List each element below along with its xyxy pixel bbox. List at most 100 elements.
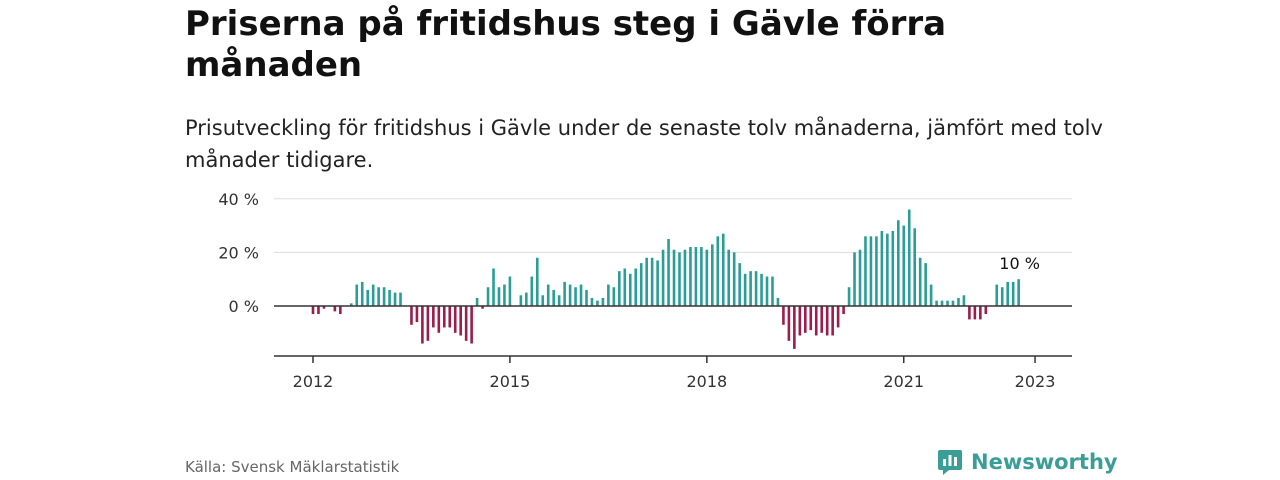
bar [508,276,512,306]
bar [754,271,758,306]
bar [683,249,687,306]
bar [388,289,391,306]
bar [984,306,988,315]
bar [929,284,933,306]
bar [382,287,386,306]
bar [979,306,982,320]
bar [497,287,501,306]
newsworthy-logo-icon [938,450,962,475]
y-tick-label: 0 % [229,297,259,316]
bar [661,249,665,306]
tick-labels: 0 % 20 % 40 % 2012 2015 2018 2021 2023 10 % [218,190,1055,391]
bar [902,225,906,306]
bar [442,306,446,328]
bar [842,306,845,315]
bar [481,306,484,309]
bar [891,230,895,306]
bar [486,287,490,306]
bar [995,284,999,306]
bar [426,306,430,341]
x-tick-label: 2012 [293,372,334,391]
bar [765,276,769,306]
bar [935,300,938,306]
bar [924,263,927,306]
bar [700,247,703,306]
bar [727,249,731,306]
bar [519,295,523,306]
gridlines [274,198,1072,253]
source-note: Källa: Svensk Mäklarstatistik [185,458,400,476]
bar [590,297,594,306]
bar [360,281,364,306]
bar [913,228,916,306]
bar [804,306,807,333]
bar [907,209,911,306]
bar [470,306,473,344]
bar [317,306,320,315]
brand-logo[interactable]: Newsworthy [937,448,1118,476]
bar [623,268,627,306]
bar [667,239,670,306]
bar [918,257,922,306]
bar [552,289,555,306]
bar [1011,281,1015,306]
bar [459,306,462,336]
bar [607,284,610,306]
bar [366,289,369,306]
y-tick-label: 20 % [218,243,259,262]
bar [721,233,725,306]
bar [579,284,583,306]
bar [650,257,654,306]
bar [968,306,971,320]
bar [957,297,960,306]
bar [798,306,802,336]
bar [864,236,867,306]
y-tick-label: 40 % [218,190,259,209]
bar [869,236,873,306]
bar [771,276,774,306]
bar [568,284,572,306]
bar [453,306,457,333]
bar [760,273,763,306]
bar [322,306,326,309]
bar [601,297,605,306]
bar [782,306,785,325]
bar [525,292,528,306]
bar [946,300,949,306]
bar [793,306,796,349]
bar [825,306,829,336]
bar [645,257,648,306]
bar [371,284,375,306]
bar [541,295,545,306]
x-tick-label: 2021 [883,372,924,391]
bar [464,306,468,341]
bar [421,306,424,344]
bar [858,249,862,306]
bars [311,209,1020,349]
bar [448,306,452,328]
bar [875,236,878,306]
bar [853,252,856,306]
bar [831,306,834,336]
bar [585,289,588,306]
bar [886,233,889,306]
bar [618,271,621,306]
bar [339,306,342,315]
bar [628,273,632,306]
axes [274,305,1072,363]
bar [377,287,380,306]
bar [639,263,643,306]
bar [787,306,791,341]
bar [415,306,419,323]
bar [311,306,315,315]
bar [951,300,955,306]
bar [530,276,534,306]
bar [749,271,752,306]
bar [689,247,692,306]
bar [820,306,824,333]
bar [535,257,539,306]
bar [776,297,780,306]
chart-subtitle: Prisutveckling för fritidshus i Gävle un… [185,116,1103,172]
bar [557,295,561,306]
bar-chart: 0 % 20 % 40 % 2012 2015 2018 2021 2023 10 % [218,190,1072,391]
